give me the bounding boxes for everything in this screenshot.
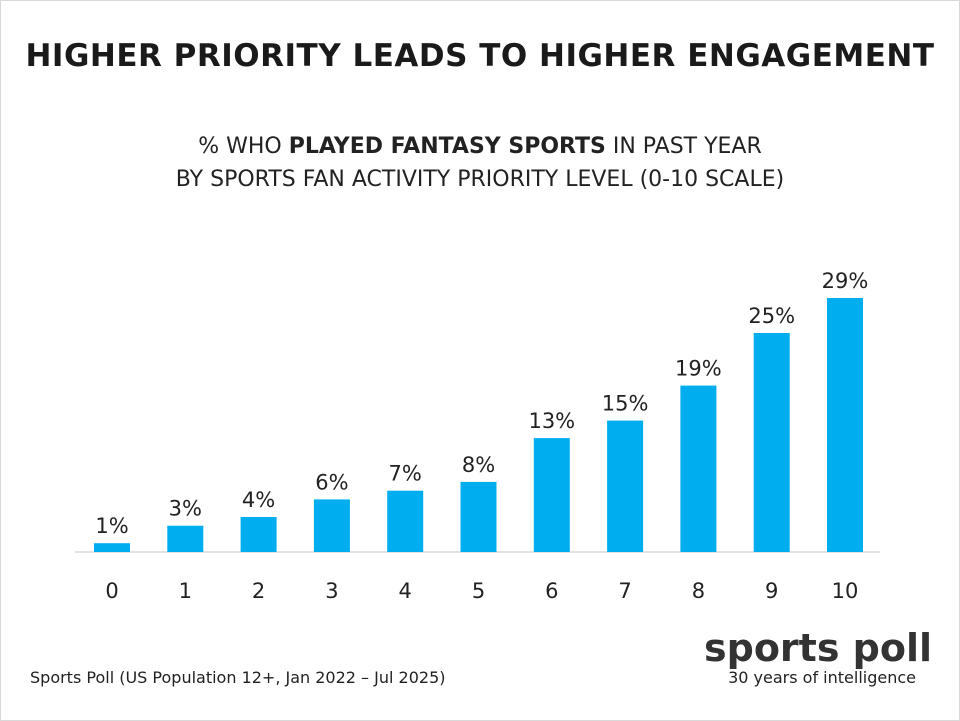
data-label-1: 3% xyxy=(169,497,202,521)
brand-logo: sports poll 30 years of intelligence xyxy=(704,626,933,688)
bar-7 xyxy=(607,420,644,552)
data-label-3: 6% xyxy=(315,470,348,494)
x-tick-label-0: 0 xyxy=(105,579,118,603)
data-label-9: 25% xyxy=(748,304,795,328)
brand-tagline: 30 years of intelligence xyxy=(728,668,916,687)
source-note: Sports Poll (US Population 12+, Jan 2022… xyxy=(30,668,446,687)
x-tick-label-10: 10 xyxy=(832,579,859,603)
x-tick-label-6: 6 xyxy=(545,579,558,603)
data-label-5: 8% xyxy=(462,453,495,477)
x-tick-label-3: 3 xyxy=(325,579,338,603)
x-tick-label-9: 9 xyxy=(765,579,778,603)
x-tick-label-8: 8 xyxy=(692,579,705,603)
bar-4 xyxy=(387,490,424,552)
bar-1 xyxy=(167,525,204,552)
data-label-8: 19% xyxy=(675,357,722,381)
bar-6 xyxy=(533,438,570,552)
subtitle-suffix: IN PAST YEAR xyxy=(605,134,762,159)
bar-3 xyxy=(313,499,350,552)
subtitle-prefix: % WHO xyxy=(198,134,289,159)
subtitle-emphasis: PLAYED FANTASY SPORTS xyxy=(288,134,606,159)
data-label-4: 7% xyxy=(389,462,422,486)
data-label-10: 29% xyxy=(822,269,869,293)
bar-10 xyxy=(827,298,863,552)
brand-name: sports poll xyxy=(704,626,933,670)
subtitle-line-2: BY SPORTS FAN ACTIVITY PRIORITY LEVEL (0… xyxy=(175,167,785,192)
x-tick-label-5: 5 xyxy=(472,579,485,603)
chart-subtitle: % WHO PLAYED FANTASY SPORTS IN PAST YEAR… xyxy=(0,130,960,196)
data-label-6: 13% xyxy=(528,409,575,433)
x-tick-label-7: 7 xyxy=(618,579,631,603)
x-tick-label-2: 2 xyxy=(252,579,265,603)
data-label-7: 15% xyxy=(602,392,649,416)
subtitle-line-1: % WHO PLAYED FANTASY SPORTS IN PAST YEAR xyxy=(0,130,960,163)
bar-8 xyxy=(680,385,717,552)
x-tick-label-4: 4 xyxy=(399,579,412,603)
chart-title: HIGHER PRIORITY LEADS TO HIGHER ENGAGEME… xyxy=(25,38,935,74)
x-tick-label-1: 1 xyxy=(179,579,192,603)
bar-5 xyxy=(460,481,497,552)
data-label-2: 4% xyxy=(242,488,275,512)
data-label-0: 1% xyxy=(95,514,128,538)
bar-9 xyxy=(753,333,790,552)
bar-2 xyxy=(240,517,277,552)
bar-0 xyxy=(94,543,130,552)
